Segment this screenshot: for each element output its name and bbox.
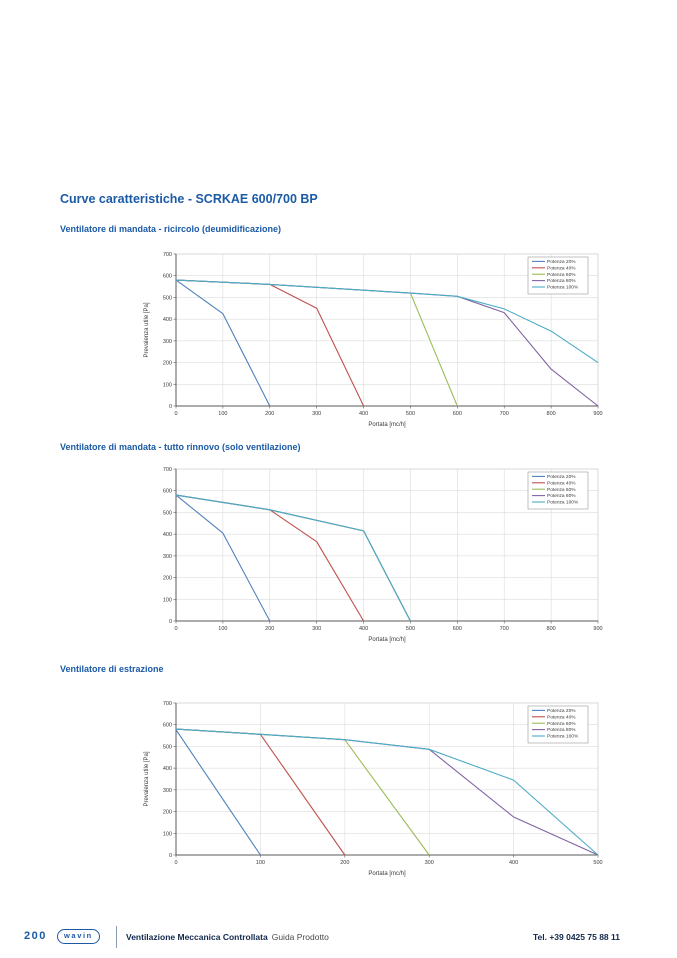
svg-text:600: 600 [453,626,462,632]
svg-text:400: 400 [163,766,172,772]
svg-text:100: 100 [218,411,227,417]
wavin-logo: wavin [57,929,100,944]
svg-text:700: 700 [500,411,509,417]
svg-text:400: 400 [163,317,172,323]
document-name-bold: Ventilazione Meccanica Controllata [126,932,268,942]
svg-text:400: 400 [359,411,368,417]
svg-text:700: 700 [163,701,172,707]
svg-text:Potenza 80%: Potenza 80% [547,278,576,284]
svg-text:200: 200 [163,361,172,367]
svg-text:600: 600 [163,274,172,280]
svg-text:Portata [mc/h]: Portata [mc/h] [368,422,406,428]
fan-curve-chart-extraction: 0 100 200 300 400 500 0 100 200 300 400 500 600 700 Po… [140,697,610,882]
svg-text:0: 0 [174,411,177,417]
svg-text:Potenza 20%: Potenza 20% [547,259,576,265]
svg-text:Portata [mc/h]: Portata [mc/h] [368,871,406,877]
svg-text:400: 400 [509,860,518,866]
svg-text:800: 800 [547,626,556,632]
svg-text:300: 300 [312,626,321,632]
svg-text:Potenza 20%: Potenza 20% [547,474,576,480]
svg-text:Potenza 100%: Potenza 100% [547,734,579,740]
svg-text:100: 100 [163,597,172,603]
footer-divider [116,926,117,948]
svg-text:0: 0 [169,619,172,625]
svg-text:Potenza 100%: Potenza 100% [547,285,579,291]
svg-text:0: 0 [174,626,177,632]
svg-text:200: 200 [265,626,274,632]
svg-text:800: 800 [547,411,556,417]
svg-text:700: 700 [500,626,509,632]
page-title: Curve caratteristiche - SCRKAE 600/700 B… [60,192,318,206]
svg-text:700: 700 [163,252,172,258]
svg-text:Prevalenza utile [Pa]: Prevalenza utile [Pa] [144,302,150,357]
svg-text:Potenza 80%: Potenza 80% [547,493,576,499]
section-title-extraction: Ventilatore di estrazione [60,664,164,674]
svg-text:600: 600 [163,489,172,495]
svg-text:400: 400 [359,626,368,632]
svg-text:Potenza 60%: Potenza 60% [547,721,576,727]
svg-text:100: 100 [163,831,172,837]
fan-curve-chart-supply-fresh-air: 0 100 200 300 400 500 600 700 800 900 0 100 200 300 40… [140,463,610,648]
svg-text:Potenza 80%: Potenza 80% [547,727,576,733]
svg-text:200: 200 [163,576,172,582]
svg-text:500: 500 [163,295,172,301]
document-name: Ventilazione Meccanica Controllata Guida … [126,932,329,942]
svg-text:500: 500 [406,411,415,417]
svg-text:400: 400 [163,532,172,538]
svg-text:900: 900 [593,411,602,417]
svg-text:200: 200 [163,810,172,816]
svg-text:Potenza 60%: Potenza 60% [547,487,576,493]
page-footer: 200 wavin Ventilazione Meccanica Control… [0,926,677,950]
svg-text:200: 200 [265,411,274,417]
svg-text:500: 500 [163,510,172,516]
svg-text:0: 0 [174,860,177,866]
phone-number: Tel. +39 0425 75 88 11 [532,932,620,942]
svg-text:Potenza 40%: Potenza 40% [547,265,576,271]
fan-curve-chart-supply-recirculation: 0 100 200 300 400 500 600 700 800 900 0 100 200 300 40… [140,248,610,433]
svg-text:600: 600 [163,723,172,729]
svg-text:Potenza 40%: Potenza 40% [547,480,576,486]
svg-text:100: 100 [163,382,172,388]
section-title-supply-fresh-air: Ventilatore di mandata - tutto rinnovo (… [60,442,301,452]
svg-text:0: 0 [169,853,172,859]
svg-text:100: 100 [218,626,227,632]
svg-text:100: 100 [256,860,265,866]
svg-text:700: 700 [163,467,172,473]
svg-text:200: 200 [340,860,349,866]
document-name-regular: Guida Prodotto [271,932,329,942]
svg-text:Potenza 20%: Potenza 20% [547,708,576,714]
svg-text:500: 500 [406,626,415,632]
svg-text:300: 300 [312,411,321,417]
svg-text:300: 300 [163,339,172,345]
svg-text:300: 300 [163,788,172,794]
svg-text:Potenza 40%: Potenza 40% [547,714,576,720]
svg-text:Prevalenza utile [Pa]: Prevalenza utile [Pa] [144,751,150,806]
svg-text:0: 0 [169,404,172,410]
svg-text:900: 900 [593,626,602,632]
svg-text:600: 600 [453,411,462,417]
svg-text:300: 300 [425,860,434,866]
svg-text:300: 300 [163,554,172,560]
page-number: 200 [24,930,47,942]
svg-text:Potenza 60%: Potenza 60% [547,272,576,278]
svg-text:500: 500 [593,860,602,866]
svg-text:Portata [mc/h]: Portata [mc/h] [368,637,406,643]
svg-text:Potenza 100%: Potenza 100% [547,500,579,506]
section-title-supply-recirculation: Ventilatore di mandata - ricircolo (deum… [60,224,282,234]
svg-text:500: 500 [163,744,172,750]
